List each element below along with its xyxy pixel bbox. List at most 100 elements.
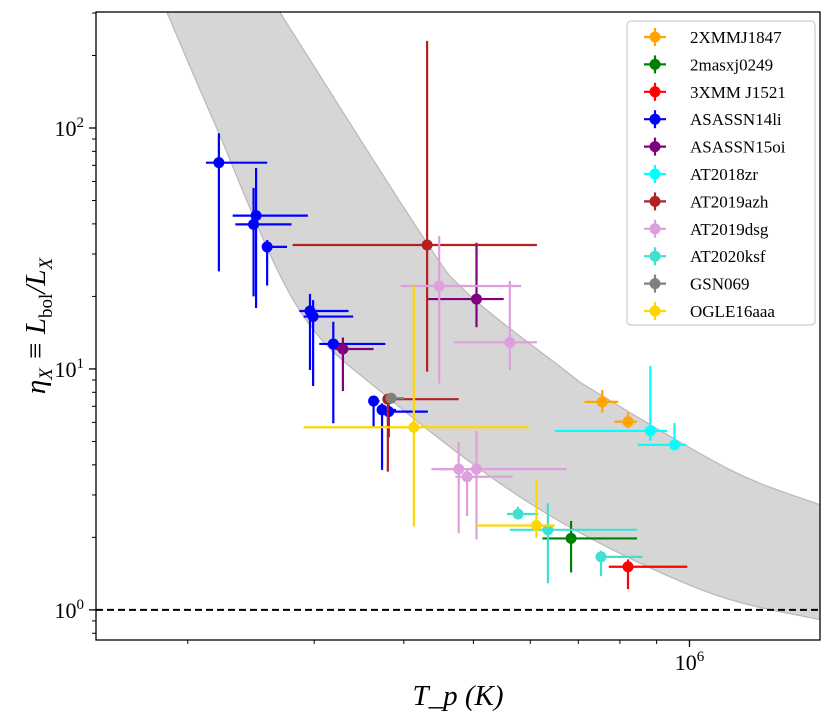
tick-base: 10 bbox=[675, 650, 697, 675]
marker bbox=[565, 532, 577, 544]
legend-marker bbox=[649, 31, 661, 43]
legend-label: AT2020ksf bbox=[690, 247, 766, 266]
marker bbox=[471, 293, 483, 305]
data-point bbox=[400, 236, 522, 384]
legend-item: AT2019dsg bbox=[644, 219, 769, 239]
marker bbox=[471, 463, 483, 475]
data-point bbox=[637, 423, 687, 451]
tick-base: 10 bbox=[55, 116, 77, 141]
legend-label: ASASSN15oi bbox=[690, 138, 786, 157]
marker bbox=[327, 338, 339, 350]
legend-item: AT2018zr bbox=[644, 165, 758, 184]
data-point bbox=[303, 285, 529, 527]
legend-marker bbox=[649, 86, 661, 98]
marker bbox=[622, 416, 634, 428]
legend-item: ASASSN15oi bbox=[644, 137, 786, 157]
y-tick-label: 101 bbox=[55, 356, 85, 382]
data-point bbox=[509, 503, 637, 584]
marker bbox=[622, 561, 634, 573]
marker bbox=[408, 421, 420, 433]
legend-label: AT2019azh bbox=[690, 192, 769, 211]
legend-item: AT2019azh bbox=[644, 192, 769, 211]
legend-label: 3XMM J1521 bbox=[690, 83, 786, 102]
series-2xmmj1847 bbox=[584, 389, 637, 429]
marker bbox=[421, 239, 433, 251]
series-asassn14li bbox=[205, 133, 428, 470]
data-point bbox=[368, 395, 380, 427]
series-3xmm-j1521 bbox=[608, 559, 688, 590]
y-axis-label: ηX​ ≡ Lbol​/LX​ bbox=[20, 256, 57, 394]
marker bbox=[668, 439, 680, 451]
legend-label: OGLE16aaa bbox=[690, 302, 775, 321]
data-point bbox=[319, 321, 386, 424]
series-ogle16aaa bbox=[303, 285, 555, 538]
series-gsn069 bbox=[385, 392, 404, 404]
data-point bbox=[455, 470, 513, 517]
band-upper-edge bbox=[279, 12, 820, 506]
legend-marker bbox=[649, 141, 661, 153]
marker bbox=[261, 241, 273, 253]
legend-marker bbox=[649, 195, 661, 207]
plot-frame bbox=[95, 11, 821, 641]
marker bbox=[595, 551, 607, 563]
legend-marker bbox=[649, 250, 661, 262]
label-part: /L bbox=[20, 269, 52, 295]
legend-item: 2XMMJ1847 bbox=[644, 28, 782, 47]
marker bbox=[248, 218, 260, 230]
data-points-layer bbox=[205, 40, 688, 590]
tick-exponent: 6 bbox=[697, 649, 705, 665]
legend-item: GSN069 bbox=[644, 274, 750, 294]
marker bbox=[512, 508, 524, 520]
tick-base: 10 bbox=[55, 357, 77, 382]
data-point bbox=[292, 40, 537, 372]
data-point bbox=[385, 392, 404, 404]
tick-exponent: 1 bbox=[77, 356, 85, 372]
data-point bbox=[439, 430, 567, 540]
data-point bbox=[584, 389, 619, 413]
legend-item: 2masxj0249 bbox=[644, 55, 773, 74]
marker bbox=[433, 280, 445, 292]
legend-box bbox=[626, 20, 816, 326]
legend-item: OGLE16aaa bbox=[644, 302, 775, 321]
label-subscript: bol bbox=[36, 294, 57, 318]
legend-item: ASASSN14li bbox=[644, 110, 782, 129]
legend-marker bbox=[649, 305, 661, 317]
legend-item: 3XMM J1521 bbox=[644, 82, 786, 102]
x-axis-label: T_p (K) bbox=[412, 680, 503, 712]
tick-exponent: 2 bbox=[77, 115, 85, 131]
label-subscript: X bbox=[36, 367, 57, 381]
marker bbox=[596, 396, 608, 408]
series-at2019azh bbox=[292, 40, 537, 472]
marker bbox=[644, 425, 656, 437]
legend-label: AT2019dsg bbox=[690, 220, 769, 239]
series-at2018zr bbox=[554, 365, 687, 451]
legend-label: ASASSN14li bbox=[690, 110, 782, 129]
marker bbox=[542, 524, 554, 536]
y-tick-label: 102 bbox=[55, 115, 85, 141]
data-point bbox=[614, 412, 637, 429]
legend: 2XMMJ1847 2masxj0249 3XMM J1521 ASASSN14li A… bbox=[626, 20, 816, 326]
legend-marker bbox=[649, 168, 661, 180]
legend-marker bbox=[649, 223, 661, 235]
series-at2020ksf bbox=[507, 503, 643, 584]
data-point bbox=[476, 479, 555, 538]
series-at2019dsg bbox=[400, 236, 567, 540]
legend-marker bbox=[649, 278, 661, 290]
marker bbox=[368, 395, 380, 407]
data-point bbox=[235, 187, 292, 297]
legend-label: 2masxj0249 bbox=[690, 55, 773, 74]
legend-marker bbox=[649, 113, 661, 125]
label-subscript: X bbox=[36, 256, 57, 270]
marker bbox=[213, 157, 225, 169]
data-point bbox=[554, 365, 668, 441]
data-point bbox=[507, 506, 539, 520]
data-point bbox=[335, 337, 374, 391]
data-point bbox=[303, 300, 354, 386]
label-part: η bbox=[20, 380, 52, 394]
tick-base: 10 bbox=[55, 598, 77, 623]
label-part: ≡ L bbox=[20, 318, 52, 368]
marker bbox=[461, 471, 473, 483]
marker bbox=[385, 392, 397, 404]
